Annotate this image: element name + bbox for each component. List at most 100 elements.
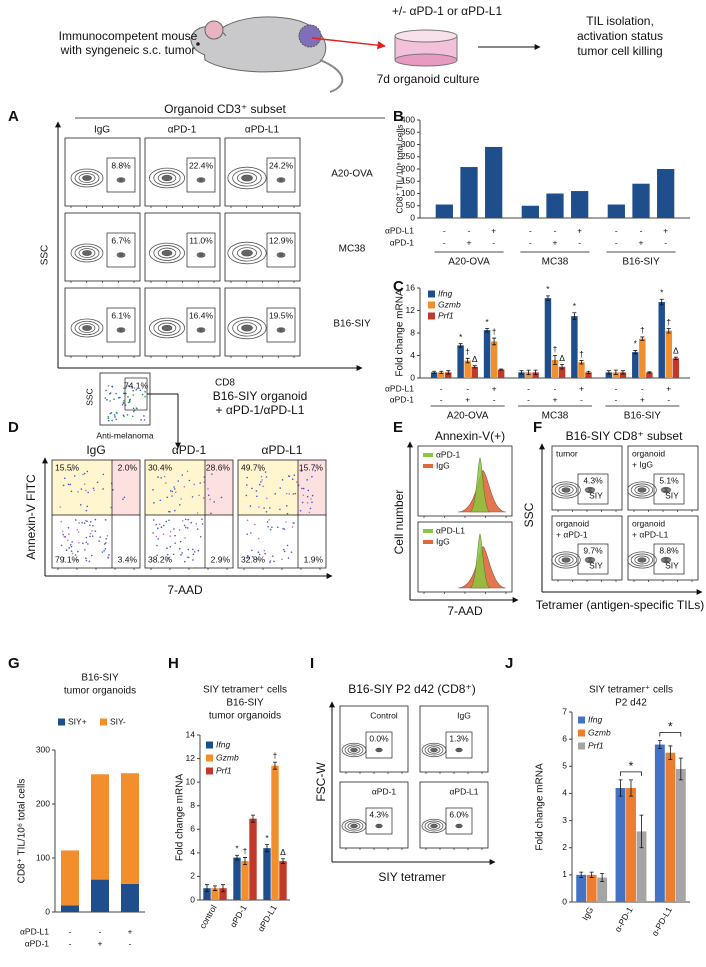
contour [456, 824, 462, 828]
error-bar [572, 312, 577, 320]
event-dot [203, 481, 206, 483]
contour [196, 252, 206, 258]
x-axis-label: Tetramer (antigen-specific TILs) [536, 598, 705, 612]
treatment-sign: - [443, 225, 446, 235]
event-dot [85, 541, 88, 543]
treatment-sign: + [666, 383, 671, 393]
event-dot [248, 557, 250, 559]
event-dot [307, 489, 310, 492]
treatment-sign: - [578, 237, 581, 247]
gate-percent: 22.4% [189, 160, 214, 170]
event-dot [246, 476, 248, 479]
event-dot [129, 398, 132, 401]
treatment-sign: + [577, 225, 582, 235]
event-dot [251, 487, 253, 490]
quadrant-percent: 1.9% [304, 554, 324, 564]
event-dot [255, 490, 258, 492]
event-dot [258, 553, 261, 556]
event-dot [179, 540, 182, 543]
gate-name: SIY [665, 490, 679, 500]
treatment-sign: - [667, 394, 670, 404]
event-dot [267, 525, 269, 528]
event-dot [163, 475, 166, 478]
bar [497, 369, 505, 378]
event-dot [135, 388, 138, 391]
event-dot [251, 549, 253, 552]
event-dot [281, 558, 283, 561]
significance-mark: † [553, 344, 558, 354]
contour [430, 823, 438, 829]
event-dot [65, 549, 68, 551]
event-dot [89, 520, 92, 523]
gate-percent: 1.3% [449, 733, 469, 743]
treatment-sign: - [440, 383, 443, 393]
contour [424, 820, 444, 832]
event-dot [282, 548, 285, 551]
contour [350, 747, 358, 753]
gate-percent: 0.0% [369, 733, 389, 743]
event-dot [171, 490, 174, 493]
gate-percent: 8.8% [659, 545, 679, 555]
y-axis-label: Cell number [392, 490, 406, 555]
event-dot [174, 542, 176, 544]
event-dot [123, 387, 125, 390]
treatment-sign: - [529, 237, 532, 247]
bar [639, 338, 646, 378]
event-dot [211, 473, 213, 475]
contour [375, 747, 383, 753]
legend-swatch [423, 540, 433, 544]
legend-swatch [206, 754, 213, 762]
event-dot [286, 512, 289, 515]
significance-mark: * [265, 833, 269, 843]
bar [233, 857, 241, 900]
contour [630, 483, 654, 497]
event-dot [174, 534, 176, 537]
error-bar [265, 844, 269, 853]
event-dot [246, 554, 249, 557]
event-dot [199, 535, 202, 538]
event-dot [83, 483, 86, 485]
event-dot [99, 536, 101, 538]
significance-bracket [620, 771, 642, 776]
event-dot [310, 498, 312, 500]
significance-mark: Δ [472, 354, 478, 364]
significance-mark: * [668, 720, 673, 734]
contour [118, 253, 124, 257]
significance-mark: Δ [280, 847, 286, 857]
event-dot [132, 394, 135, 396]
gate-percent: 5.1% [659, 475, 679, 485]
contour [276, 177, 286, 183]
y-axis-label: Annexin-V FITC [24, 474, 38, 560]
schematic-text: with syngeneic s.c. tumor [60, 43, 196, 57]
event-dot [85, 557, 87, 559]
panel-letter: H [168, 655, 179, 672]
contour [278, 328, 284, 332]
event-dot [62, 533, 65, 536]
panel-title: B16-SIY P2 d42 (CD8⁺) [348, 682, 476, 696]
event-dot [265, 476, 268, 478]
y-tick-label: 5 [562, 761, 567, 771]
treatment-sign: - [615, 237, 618, 247]
y-tick-label: 0 [45, 906, 50, 916]
legend-swatch [578, 716, 585, 724]
quadrant-percent: 2.0% [118, 462, 138, 472]
event-dot [184, 537, 186, 539]
plot-label: + αPD-L1 [632, 529, 669, 539]
contour [427, 746, 441, 754]
contour [227, 241, 267, 265]
event-dot [268, 519, 270, 521]
legend-label: Gzmb [588, 727, 611, 737]
significance-mark: * [235, 843, 239, 853]
y-axis-label: CD8⁺ TIL/10⁶ total cells [394, 124, 404, 213]
contour [584, 486, 596, 494]
bar [241, 861, 249, 900]
contour [78, 173, 96, 183]
event-dot [207, 494, 210, 497]
event-dot [301, 501, 304, 504]
contour [561, 557, 571, 563]
contour [241, 324, 253, 332]
gate-name: SIY [589, 560, 603, 570]
event-dot [152, 489, 154, 491]
event-dot [111, 385, 113, 388]
